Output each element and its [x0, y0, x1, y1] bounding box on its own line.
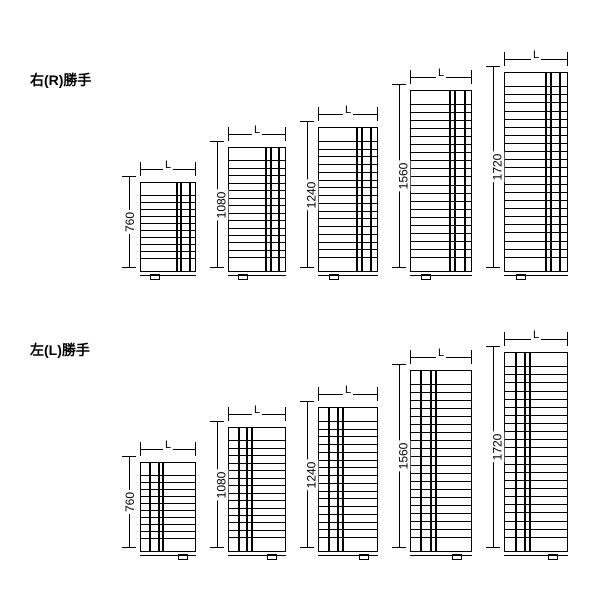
width-dimension: L — [410, 350, 472, 364]
width-dimension: L — [504, 52, 568, 66]
width-dimension: L — [410, 70, 472, 84]
width-dimension: L — [228, 127, 286, 141]
radiator: L1240 — [318, 113, 378, 280]
width-label: L — [163, 159, 173, 171]
radiator: L760 — [140, 168, 196, 280]
height-label: 1720 — [490, 432, 504, 463]
radiator: L760 — [140, 448, 196, 560]
height-dimension: 1240 — [300, 121, 314, 268]
section-label: 右(R)勝手 — [30, 70, 91, 90]
height-label: 760 — [123, 210, 137, 234]
width-dimension: L — [140, 162, 196, 176]
width-label: L — [436, 67, 446, 79]
width-dimension: L — [504, 332, 568, 346]
section-label: 左(L)勝手 — [30, 340, 90, 360]
width-dimension: L — [228, 407, 286, 421]
height-label: 1080 — [214, 189, 228, 220]
height-dimension: 1560 — [392, 364, 406, 548]
height-dimension: 1720 — [486, 346, 500, 548]
height-dimension: 760 — [122, 176, 136, 268]
width-label: L — [436, 347, 446, 359]
height-label: 760 — [123, 490, 137, 514]
radiator: L1560 — [410, 356, 472, 560]
width-dimension: L — [140, 442, 196, 456]
height-label: 1240 — [304, 179, 318, 210]
height-dimension: 1080 — [210, 421, 224, 548]
width-label: L — [343, 104, 353, 116]
radiator: L1080 — [228, 133, 286, 280]
radiator: L1080 — [228, 413, 286, 560]
width-label: L — [252, 124, 262, 136]
height-dimension: 1080 — [210, 141, 224, 268]
height-dimension: 760 — [122, 456, 136, 548]
radiator: L1240 — [318, 393, 378, 560]
radiator: L1720 — [504, 58, 568, 280]
width-dimension: L — [318, 387, 378, 401]
height-label: 1720 — [490, 152, 504, 183]
width-dimension: L — [318, 107, 378, 121]
width-label: L — [531, 329, 541, 341]
radiator: L1720 — [504, 338, 568, 560]
radiator: L1560 — [410, 76, 472, 280]
width-label: L — [531, 49, 541, 61]
height-dimension: 1720 — [486, 66, 500, 268]
width-label: L — [252, 404, 262, 416]
height-dimension: 1560 — [392, 84, 406, 268]
width-label: L — [343, 384, 353, 396]
height-label: 1560 — [396, 441, 410, 472]
height-label: 1240 — [304, 459, 318, 490]
height-label: 1080 — [214, 469, 228, 500]
height-label: 1560 — [396, 161, 410, 192]
width-label: L — [163, 439, 173, 451]
height-dimension: 1240 — [300, 401, 314, 548]
